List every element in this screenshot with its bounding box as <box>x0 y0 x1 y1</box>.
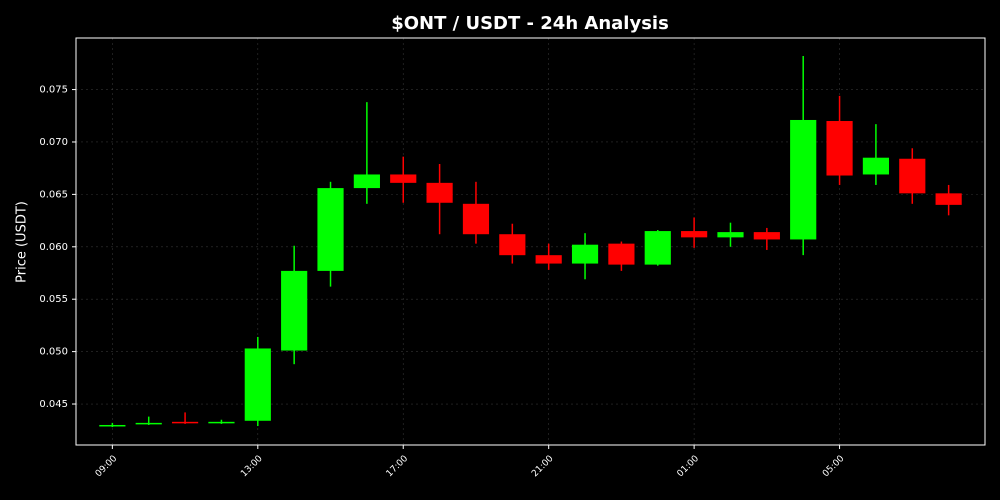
candle-body <box>826 121 853 176</box>
y-axis-label: Price (USDT) <box>15 201 30 283</box>
candle-body <box>135 422 162 425</box>
candle-body <box>862 157 890 175</box>
candle-body <box>899 158 926 194</box>
chart-title: $ONT / USDT - 24h Analysis <box>391 13 669 34</box>
candle-body <box>426 182 453 203</box>
candle-body <box>717 232 744 238</box>
candle-body <box>935 193 962 205</box>
candle-body <box>535 255 562 264</box>
y-tick-label: 0.070 <box>39 137 68 148</box>
candle-body <box>171 421 199 424</box>
y-tick-label: 0.060 <box>39 242 68 253</box>
candle-body <box>317 188 344 271</box>
candle-body <box>99 424 126 427</box>
candle-body <box>644 231 671 265</box>
y-tick-label: 0.045 <box>39 399 68 410</box>
candle-body <box>281 270 308 351</box>
candle-body <box>462 203 490 235</box>
y-tick-label: 0.065 <box>39 189 68 200</box>
candle-body <box>571 244 599 264</box>
candle-body <box>353 174 380 189</box>
plot-frame <box>75 37 986 446</box>
y-tick-label: 0.075 <box>39 85 68 96</box>
y-tick-label: 0.055 <box>39 294 68 305</box>
candle-body <box>681 231 708 238</box>
candle-body <box>499 234 526 256</box>
candle-body <box>390 174 417 183</box>
candle-body <box>244 348 271 421</box>
candle-body <box>753 232 780 240</box>
candle-body <box>608 243 635 265</box>
candle-body <box>208 421 235 424</box>
y-tick-label: 0.050 <box>39 347 68 358</box>
candle-body <box>790 119 817 240</box>
